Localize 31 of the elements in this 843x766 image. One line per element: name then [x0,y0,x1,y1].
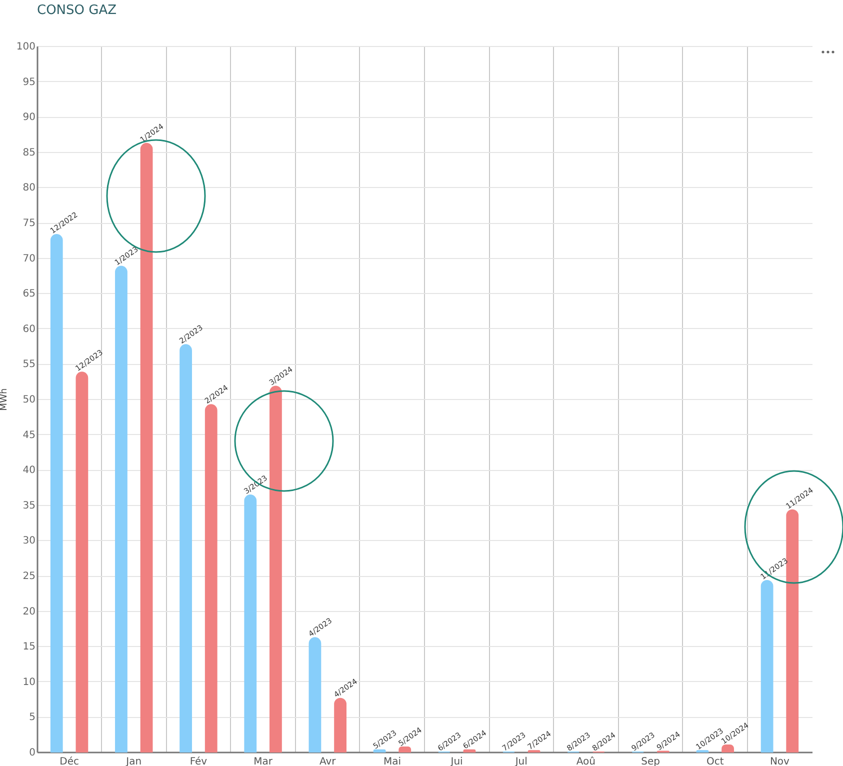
y-tick-label: 40 [22,465,36,476]
y-tick-label: 25 [22,571,36,582]
x-tick-label: Mar [254,756,274,766]
y-tick-label: 55 [22,359,36,370]
y-tick-label: 95 [22,76,36,88]
x-tick-label: Avr [319,756,337,766]
y-tick-label: 100 [16,42,36,52]
y-tick-label: 50 [22,394,36,406]
y-tick-label: 80 [22,182,36,194]
y-tick-label: 70 [22,253,36,264]
chart-title: CONSO GAZ [37,3,117,18]
y-tick-label: 90 [22,112,36,124]
x-tick-label: Nov [770,756,790,766]
y-tick-label: 0 [29,748,36,758]
y-tick-label: 60 [22,324,36,335]
y-tick-label: 45 [22,430,36,441]
y-tick-label: 15 [22,642,36,653]
x-tick-label: Oct [706,756,724,766]
y-tick-label: 75 [22,218,36,229]
y-tick-label: 30 [22,536,36,547]
y-axis-title: MWh [0,388,10,411]
y-tick-label: 65 [22,288,36,300]
y-tick-label: 10 [22,676,36,688]
x-tick-label: Aoû [576,756,596,766]
x-tick-label: Déc [60,756,79,766]
y-tick-label: 20 [22,606,36,618]
x-tick-label: Mai [383,756,401,766]
x-tick-label: Fév [190,756,208,766]
y-tick-label: 35 [22,500,36,512]
y-tick-label: 5 [29,712,36,724]
y-tick-label: 85 [22,147,36,158]
